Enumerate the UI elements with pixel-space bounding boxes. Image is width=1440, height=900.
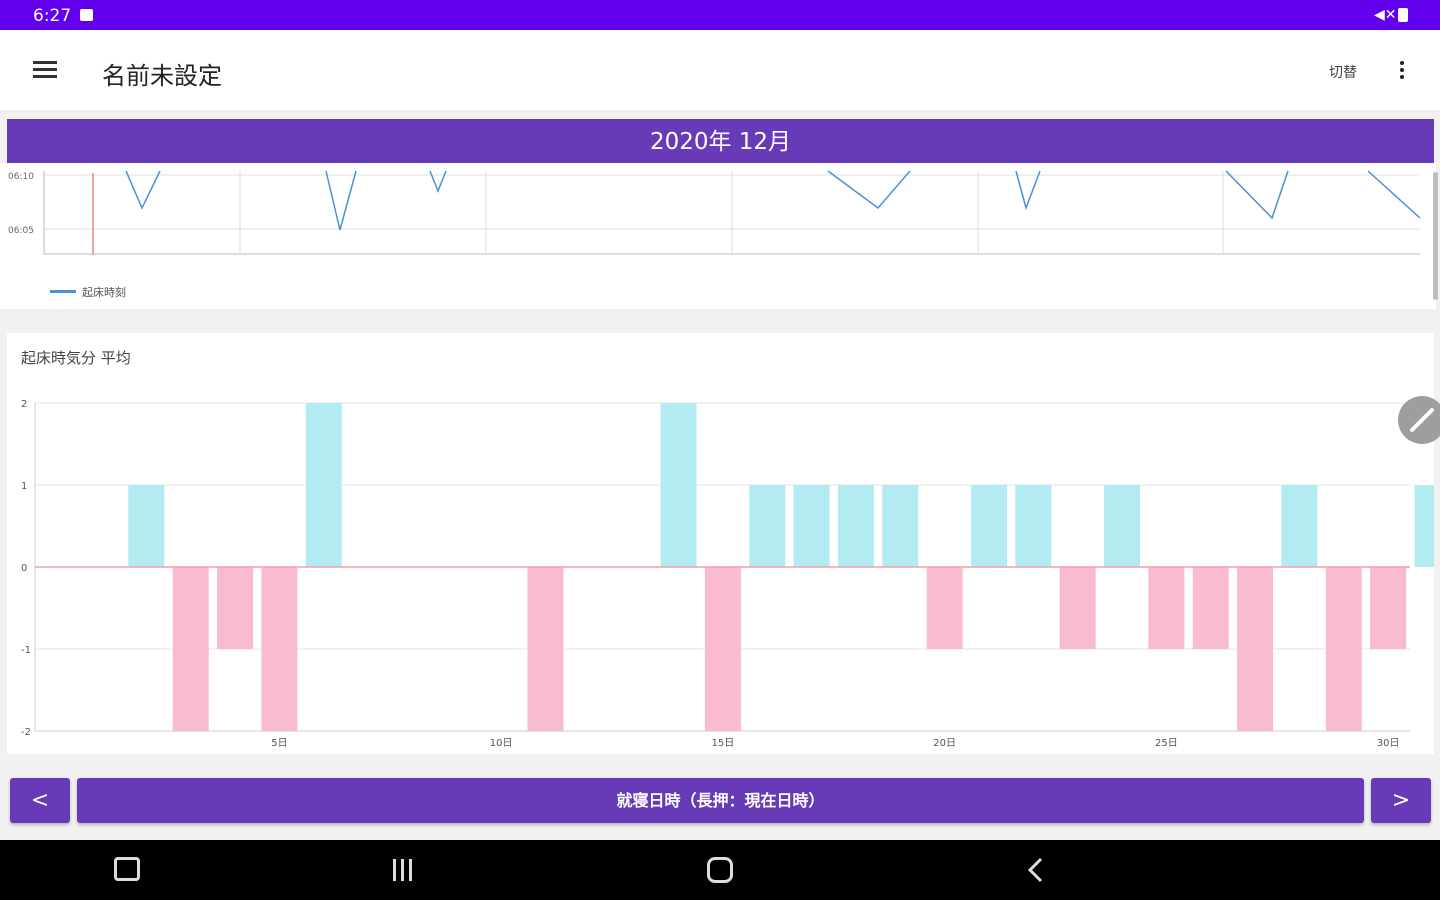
mood-bar-chart: 2 1 0 -1 -2 5日 10日 15日 20日 25日 30日 (21, 399, 1434, 749)
prev-month-button[interactable]: < (10, 778, 70, 823)
wake-time-line-segment (125, 170, 161, 210)
month-header: 2020年 12月 (7, 119, 1434, 163)
bar-x-tick: 20日 (933, 738, 956, 749)
wake-time-line-segment (1225, 170, 1289, 220)
hamburger-icon[interactable] (30, 59, 62, 81)
bar-y-tick: 0 (21, 563, 27, 574)
bar-x-tick: 5日 (271, 738, 287, 749)
mood-bar (1015, 485, 1052, 567)
wake-time-line-segment (429, 170, 447, 194)
bar-x-tick: 10日 (490, 738, 513, 749)
mood-bar (1414, 485, 1434, 567)
mood-bar (837, 485, 874, 567)
legend-label: 起床時刻 (82, 286, 126, 299)
back-icon[interactable] (1024, 856, 1048, 884)
wake-time-line-segment (827, 170, 911, 210)
bar-y-tick: -1 (21, 645, 31, 656)
mood-bar (882, 485, 919, 567)
app-bar: 名前未設定 切替 (0, 30, 1440, 110)
more-vert-icon[interactable] (1394, 58, 1410, 84)
mood-bar (1104, 485, 1141, 567)
wake-time-line-segment (1367, 170, 1421, 219)
mood-bar (172, 567, 209, 731)
app-title: 名前未設定 (102, 62, 222, 90)
battery-icon (1398, 8, 1408, 22)
mood-bar (660, 403, 697, 567)
mood-bar (1148, 567, 1185, 649)
wake-time-line-chart: 06:10 06:05 (8, 170, 1421, 255)
mood-bar (793, 485, 830, 567)
system-nav-bar (0, 840, 1440, 900)
bar-chart-title: 起床時気分 平均 (21, 349, 131, 367)
top-y-tick: 06:05 (8, 226, 34, 236)
next-month-button[interactable]: > (1371, 778, 1431, 823)
mood-bar (749, 485, 786, 567)
top-y-tick: 06:10 (8, 172, 34, 182)
mood-bar (128, 485, 165, 567)
mood-bar (1237, 567, 1274, 731)
image-icon (80, 9, 93, 21)
home-icon[interactable] (707, 857, 733, 883)
status-bar: 6:27 ◀✕ (0, 0, 1440, 30)
wake-time-line-segment (1015, 170, 1041, 211)
mood-bar (1325, 567, 1362, 731)
scrollbar-thumb[interactable] (1433, 172, 1438, 300)
wake-time-line-segment (325, 170, 357, 231)
bar-x-tick: 30日 (1377, 738, 1400, 749)
mood-bar (971, 485, 1007, 567)
switch-button[interactable]: 切替 (1329, 65, 1357, 81)
mood-bar (1370, 567, 1407, 649)
mood-bar (1281, 485, 1318, 567)
status-time: 6:27 (33, 6, 72, 26)
mood-bar (305, 403, 342, 567)
mood-bar (217, 567, 254, 649)
bar-y-tick: 1 (21, 481, 27, 492)
mood-bar (1192, 567, 1229, 649)
bar-y-tick: -2 (21, 727, 31, 738)
volume-mute-icon: ◀✕ (1374, 7, 1397, 23)
mood-bar (704, 567, 741, 731)
wake-time-chart-card: 06:10 06:05 起床時刻 (0, 163, 1436, 309)
legend-swatch (50, 290, 76, 293)
bar-x-tick: 25日 (1155, 738, 1178, 749)
screenshot-icon[interactable] (114, 857, 140, 881)
mood-bar (1059, 567, 1096, 649)
mood-bar (261, 567, 298, 731)
mood-bar-chart-card: 起床時気分 平均 2 1 0 -1 -2 5日 10日 15日 20日 25日 30日 (7, 333, 1434, 754)
bar-x-tick: 15日 (712, 738, 735, 749)
recents-icon[interactable] (391, 859, 415, 881)
mood-bar (527, 567, 564, 731)
mood-bar (926, 567, 963, 649)
sleep-datetime-button[interactable]: 就寝日時（長押：現在日時） (77, 778, 1364, 823)
bar-y-tick: 2 (21, 399, 27, 410)
edit-fab-button[interactable] (1398, 396, 1440, 444)
pencil-icon (1410, 408, 1434, 432)
